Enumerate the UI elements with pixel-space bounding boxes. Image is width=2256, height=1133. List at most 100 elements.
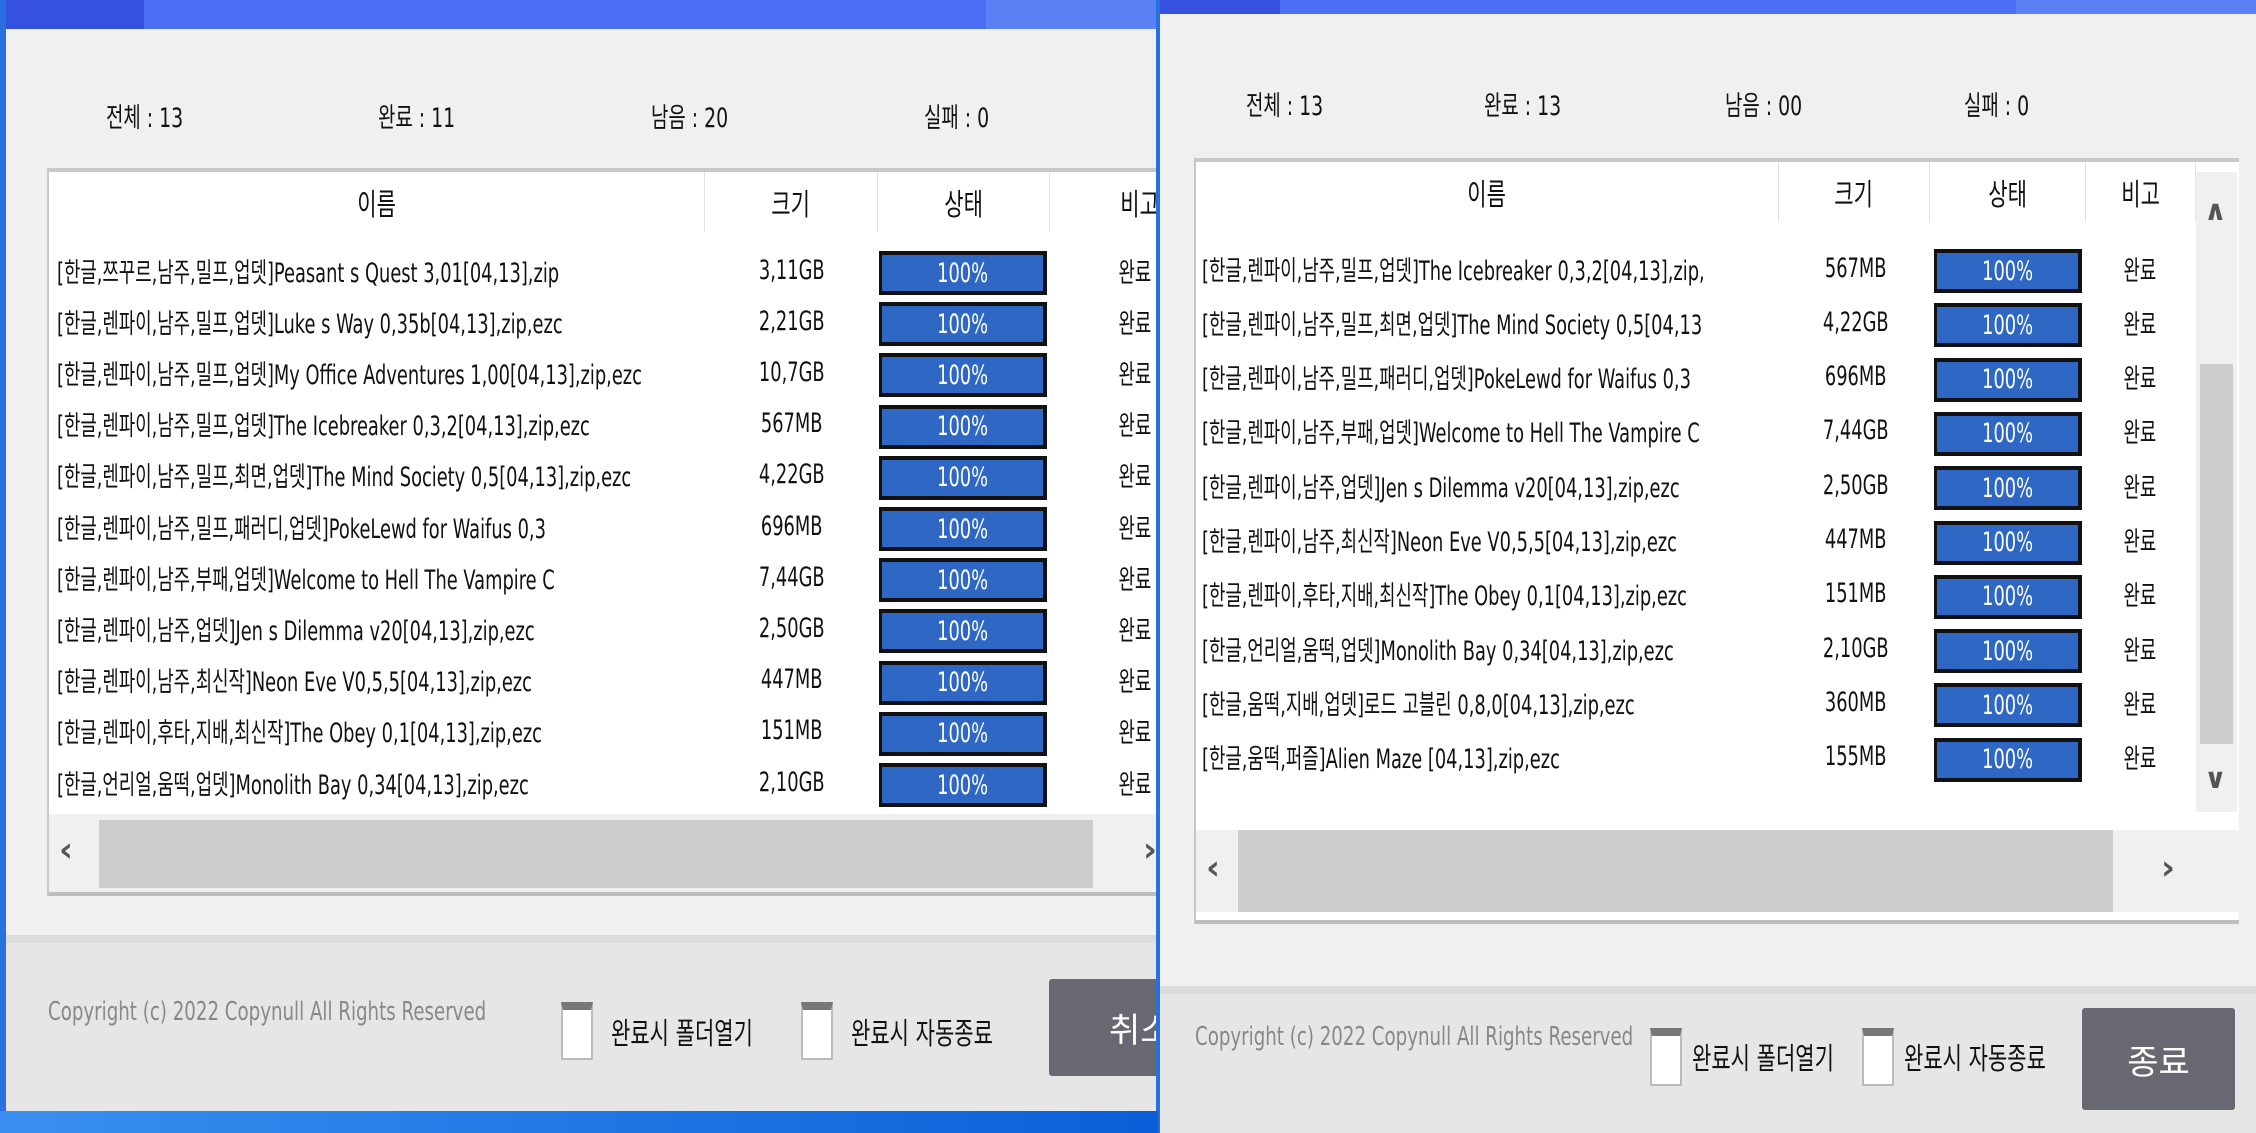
horizontal-scrollbar[interactable]: ‹ › <box>1196 830 2239 912</box>
title-bar[interactable] <box>1160 0 2256 14</box>
column-header-size[interactable]: 크기 <box>1779 162 1930 222</box>
vertical-scrollbar[interactable]: ∧ ∨ <box>2196 172 2237 812</box>
file-size: 2,50GB <box>1823 469 1889 501</box>
file-table: 이름 크기 상태 비고 [한글,렌파이,남주,밀프,업뎃]The Icebrea… <box>1194 158 2239 924</box>
progress-bar: 100% <box>879 711 1047 756</box>
scroll-right-icon[interactable]: › <box>1143 830 1158 870</box>
table-row[interactable]: [한글,렌파이,남주,밀프,최면,업뎃]The Mind Society 0,5… <box>1196 299 2239 348</box>
table-row[interactable]: [한글,렌파이,남주,밀프,최면,업뎃]The Mind Society 0,5… <box>49 452 1156 500</box>
scroll-left-icon[interactable]: ‹ <box>59 830 74 870</box>
open-folder-label: 완료시 폴더열기 <box>611 1017 753 1052</box>
file-size: 7,44GB <box>1823 415 1889 447</box>
copyright-text: Copyright (c) 2022 Copynull All Rights R… <box>48 997 487 1027</box>
scroll-left-icon[interactable]: ‹ <box>1206 848 1221 888</box>
file-name: [한글,움떡,퍼즐]Alien Maze [04,13],zip,ezc <box>1202 744 1560 776</box>
scroll-down-icon[interactable]: ∨ <box>2204 762 2227 795</box>
file-note: 완료 <box>2123 418 2157 450</box>
download-window-complete: 전체 : 13 완료 : 13 남음 : 00 실패 : 0 이름 크기 상태 … <box>1158 0 2256 1133</box>
scrollbar-thumb[interactable] <box>1238 830 2113 912</box>
table-row[interactable]: [한글,렌파이,남주,밀프,패러디,업뎃]PokeLewd for Waifus… <box>1196 354 2239 402</box>
stat-failed: 실패 : 0 <box>924 103 990 134</box>
table-row[interactable]: [한글,쯔꾸르,남주,밀프,업뎃]Peasant s Quest 3,01[04… <box>49 247 1156 295</box>
progress-bar: 100% <box>1934 520 2082 565</box>
table-row[interactable]: [한글,렌파이,후타,지배,최신작]The Obey 0,1[04,13],zi… <box>49 708 1156 756</box>
column-header-note[interactable]: 비고 <box>2086 162 2196 222</box>
file-size: 2,10GB <box>1823 632 1889 664</box>
file-name: [한글,렌파이,남주,밀프,업뎃]My Office Adventures 1,… <box>57 359 642 391</box>
column-header-name[interactable]: 이름 <box>49 172 705 232</box>
table-row[interactable]: [한글,렌파이,남주,밀프,업뎃]The Icebreaker 0,3,2[04… <box>1196 245 2239 293</box>
table-row[interactable]: [한글,렌파이,남주,밀프,패러디,업뎃]PokeLewd for Waifus… <box>49 503 1156 551</box>
column-header-status[interactable]: 상태 <box>878 172 1050 232</box>
scrollbar-thumb[interactable] <box>2200 364 2233 744</box>
exit-button[interactable]: 종료 <box>2082 1008 2235 1110</box>
cancel-button[interactable]: 취소 <box>1049 979 1156 1076</box>
file-name: [한글,렌파이,남주,밀프,업뎃]The Icebreaker 0,3,2[04… <box>57 411 590 443</box>
table-row[interactable]: [한글,움떡,지배,업뎃]로드 고블린 0,8,0[04,13],zip,ezc… <box>1196 679 2239 728</box>
table-row[interactable]: [한글,렌파이,남주,최신작]Neon Eve V0,5,5[04,13],zi… <box>49 657 1156 705</box>
open-folder-checkbox[interactable] <box>1650 1028 1682 1086</box>
horizontal-scrollbar[interactable]: ‹ › <box>49 814 1158 892</box>
stat-total: 전체 : 13 <box>1246 91 1324 122</box>
file-note: 완료 <box>1118 359 1152 391</box>
table-row[interactable]: [한글,렌파이,남주,업뎃]Jen s Dilemma v20[04,13],z… <box>49 605 1156 654</box>
file-note: 완료 <box>1118 615 1152 647</box>
download-window-in-progress: 전체 : 13 완료 : 11 남음 : 20 실패 : 0 이름 크기 상태 … <box>0 0 1158 1111</box>
file-note: 완료 <box>2123 527 2157 558</box>
table-row[interactable]: [한글,렌파이,후타,지배,최신작]The Obey 0,1[04,13],zi… <box>1196 571 2239 619</box>
desktop-background <box>0 1111 1158 1133</box>
file-name: [한글,쯔꾸르,남주,밀프,업뎃]Peasant s Quest 3,01[04… <box>57 257 560 289</box>
progress-bar: 100% <box>879 251 1047 295</box>
table-row[interactable]: [한글,움떡,퍼즐]Alien Maze [04,13],zip,ezc 155M… <box>1196 734 2239 782</box>
progress-bar: 100% <box>1934 574 2082 619</box>
file-name: [한글,렌파이,남주,밀프,최면,업뎃]The Mind Society 0,5… <box>57 462 632 494</box>
column-header-status[interactable]: 상태 <box>1930 162 2086 222</box>
file-note: 완료 <box>1118 769 1152 801</box>
stat-total: 전체 : 13 <box>106 103 184 134</box>
auto-exit-checkbox[interactable] <box>1862 1028 1894 1086</box>
progress-bar: 100% <box>1934 466 2082 511</box>
column-header-size[interactable]: 크기 <box>705 172 878 232</box>
footer: Copyright (c) 2022 Copynull All Rights R… <box>1160 986 2256 1133</box>
progress-bar: 100% <box>879 558 1047 603</box>
file-size: 567MB <box>760 408 823 440</box>
file-name: [한글,렌파이,남주,밀프,패러디,업뎃]PokeLewd for Waifus… <box>1202 364 1691 396</box>
file-size: 3,11GB <box>758 254 825 286</box>
file-note: 완료 <box>2123 635 2157 667</box>
scroll-up-icon[interactable]: ∧ <box>2204 194 2227 227</box>
open-folder-checkbox[interactable] <box>561 1002 593 1060</box>
progress-bar: 100% <box>1934 737 2082 782</box>
table-row[interactable]: [한글,렌파이,남주,부패,업뎃]Welcome to Hell The Vam… <box>49 554 1156 603</box>
progress-bar: 100% <box>1934 629 2082 674</box>
file-name: [한글,렌파이,남주,최신작]Neon Eve V0,5,5[04,13],zi… <box>1202 527 1677 558</box>
file-size: 2,50GB <box>758 612 825 644</box>
scrollbar-thumb[interactable] <box>99 820 1093 888</box>
table-row[interactable]: [한글,렌파이,남주,밀프,업뎃]Luke s Way 0,35b[04,13]… <box>49 298 1156 347</box>
file-size: 696MB <box>760 510 823 542</box>
file-note: 완료 <box>2123 689 2157 721</box>
file-size: 4,22GB <box>1823 306 1889 338</box>
table-row[interactable]: [한글,렌파이,남주,최신작]Neon Eve V0,5,5[04,13],zi… <box>1196 517 2239 565</box>
table-row[interactable]: [한글,언리얼,움떡,업뎃]Monolith Bay 0,34[04,13],z… <box>49 759 1156 807</box>
column-header-name[interactable]: 이름 <box>1196 162 1779 222</box>
progress-bar: 100% <box>1934 411 2082 456</box>
auto-exit-label: 완료시 자동종료 <box>1904 1042 2046 1077</box>
auto-exit-checkbox[interactable] <box>801 1002 833 1060</box>
file-name: [한글,렌파이,남주,밀프,업뎃]The Icebreaker 0,3,2[04… <box>1202 255 1705 287</box>
table-row[interactable]: [한글,렌파이,남주,부패,업뎃]Welcome to Hell The Vam… <box>1196 408 2239 456</box>
table-row[interactable]: [한글,언리얼,움떡,업뎃]Monolith Bay 0,34[04,13],z… <box>1196 625 2239 674</box>
file-name: [한글,렌파이,남주,밀프,업뎃]Luke s Way 0,35b[04,13]… <box>57 308 563 340</box>
table-row[interactable]: [한글,렌파이,남주,밀프,업뎃]The Icebreaker 0,3,2[04… <box>49 401 1156 449</box>
title-bar[interactable] <box>6 0 1156 29</box>
table-row[interactable]: [한글,렌파이,남주,밀프,업뎃]My Office Adventures 1,… <box>49 349 1156 398</box>
copyright-text: Copyright (c) 2022 Copynull All Rights R… <box>1195 1022 1634 1052</box>
file-size: 447MB <box>1825 524 1887 555</box>
progress-bar: 100% <box>879 763 1047 807</box>
file-note: 완료 <box>2123 364 2157 396</box>
table-row[interactable]: [한글,렌파이,남주,업뎃]Jen s Dilemma v20[04,13],z… <box>1196 462 2239 511</box>
file-note: 완료 <box>1118 718 1152 750</box>
column-header-note[interactable]: 비고 <box>1050 172 1156 232</box>
auto-exit-label: 완료시 자동종료 <box>851 1017 993 1052</box>
file-name: [한글,렌파이,남주,밀프,최면,업뎃]The Mind Society 0,5… <box>1202 309 1703 341</box>
scroll-right-icon[interactable]: › <box>2161 848 2176 888</box>
